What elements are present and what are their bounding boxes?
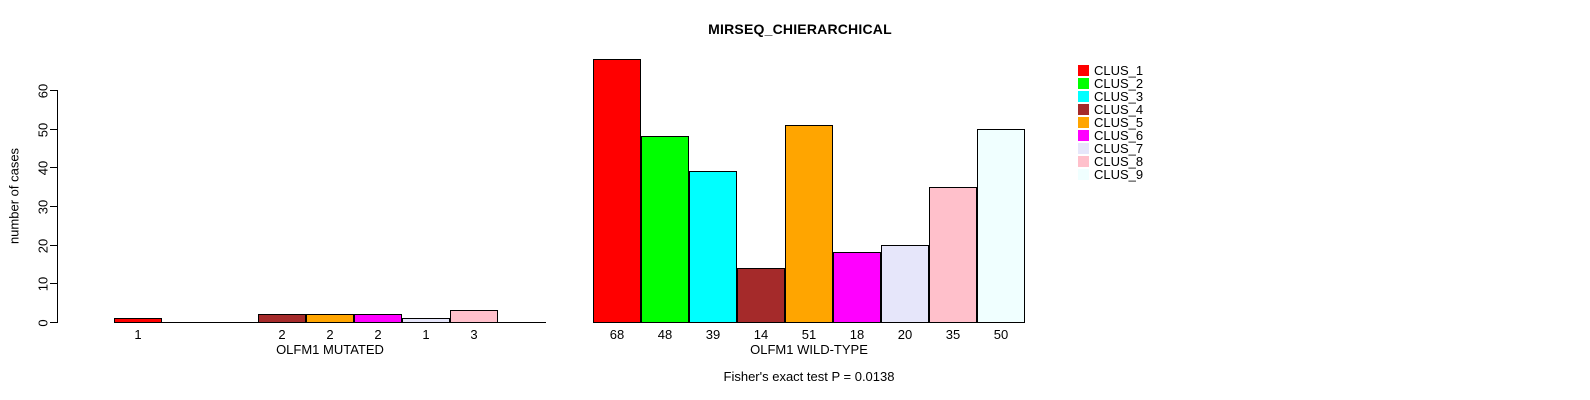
y-axis-tick-label: 40 — [35, 160, 51, 175]
bar-clus_6 — [354, 314, 402, 323]
bar-clus_5 — [306, 314, 354, 323]
y-axis-tick-label: 60 — [35, 83, 51, 98]
legend-item-label: CLUS_2 — [1094, 76, 1144, 91]
legend-item-label: CLUS_1 — [1094, 63, 1144, 78]
legend-swatch — [1078, 104, 1089, 115]
x-axis-title-mutated: OLFM1 MUTATED — [276, 342, 384, 357]
legend-item-label: CLUS_4 — [1094, 102, 1144, 117]
bar-clus_1 — [593, 59, 641, 323]
y-axis-label: number of cases — [6, 147, 22, 245]
bar-value-label: 1 — [422, 327, 430, 342]
y-axis-tick — [50, 129, 57, 130]
bar-value-label: 2 — [278, 327, 286, 342]
legend-swatch — [1078, 143, 1089, 154]
legend-swatch — [1078, 117, 1089, 128]
legend-item-label: CLUS_6 — [1094, 128, 1144, 143]
legend-item-label: CLUS_8 — [1094, 154, 1144, 169]
legend-swatch — [1078, 130, 1089, 141]
bar-clus_4 — [737, 268, 785, 323]
bar-value-label: 39 — [705, 327, 721, 342]
legend-item-label: CLUS_5 — [1094, 115, 1144, 130]
y-axis-tick-label: 10 — [35, 276, 51, 291]
bar-value-label: 1 — [134, 327, 142, 342]
legend-swatch — [1078, 156, 1089, 167]
bar-value-label: 51 — [801, 327, 817, 342]
legend-item-label: CLUS_7 — [1094, 141, 1144, 156]
bar-value-label: 68 — [609, 327, 625, 342]
y-axis-tick — [50, 322, 57, 323]
y-axis-tick-label: 50 — [35, 122, 51, 137]
y-axis-tick — [50, 245, 57, 246]
legend-swatch — [1078, 65, 1089, 76]
bar-value-label: 2 — [326, 327, 334, 342]
bar-clus_5 — [785, 125, 833, 323]
legend-swatch — [1078, 169, 1089, 180]
bar-clus_3 — [689, 171, 737, 323]
y-axis-tick-label: 0 — [35, 318, 51, 327]
bar-clus_1 — [114, 318, 162, 323]
legend-item-label: CLUS_3 — [1094, 89, 1144, 104]
bar-clus_8 — [929, 187, 977, 323]
y-axis-tick-label: 20 — [35, 238, 51, 253]
bar-clus_7 — [402, 318, 450, 323]
y-axis-line — [57, 90, 58, 323]
legend-swatch — [1078, 91, 1089, 102]
annotation-fisher-test: Fisher's exact test P = 0.0138 — [723, 369, 895, 384]
x-axis-title-wildtype: OLFM1 WILD-TYPE — [750, 342, 868, 357]
bar-value-label: 50 — [993, 327, 1009, 342]
bar-value-label: 35 — [945, 327, 961, 342]
chart-title: MIRSEQ_CHIERARCHICAL — [708, 21, 892, 37]
legend-swatch — [1078, 78, 1089, 89]
y-axis-tick — [50, 167, 57, 168]
y-axis-tick — [50, 283, 57, 284]
bar-clus_7 — [881, 245, 929, 323]
bar-clus_6 — [833, 252, 881, 323]
y-axis-tick — [50, 90, 57, 91]
legend-item-label: CLUS_9 — [1094, 167, 1144, 182]
bar-value-label: 20 — [897, 327, 913, 342]
bar-value-label: 14 — [753, 327, 769, 342]
y-axis-tick-label: 30 — [35, 199, 51, 214]
bar-clus_4 — [258, 314, 306, 323]
y-axis-tick — [50, 206, 57, 207]
bar-clus_2 — [641, 136, 689, 323]
bar-value-label: 2 — [374, 327, 382, 342]
bar-clus_9 — [977, 129, 1025, 323]
bar-clus_8 — [450, 310, 498, 323]
bar-value-label: 18 — [849, 327, 865, 342]
bar-value-label: 48 — [657, 327, 673, 342]
bar-value-label: 3 — [470, 327, 478, 342]
